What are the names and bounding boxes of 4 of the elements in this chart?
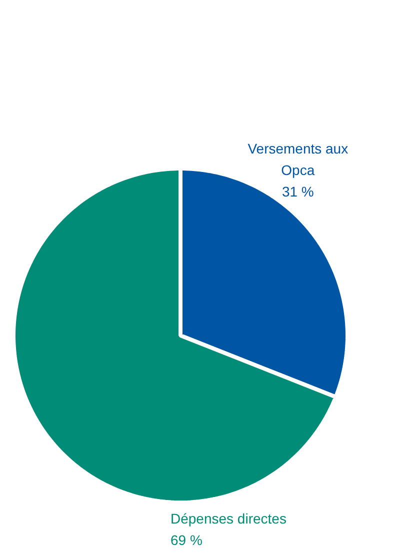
slice-label: Versements aux Opca [248, 140, 348, 178]
slice-label: Dépenses directes [170, 510, 286, 526]
data-label: 31 % [282, 184, 314, 200]
data-label: 69 % [170, 532, 202, 548]
